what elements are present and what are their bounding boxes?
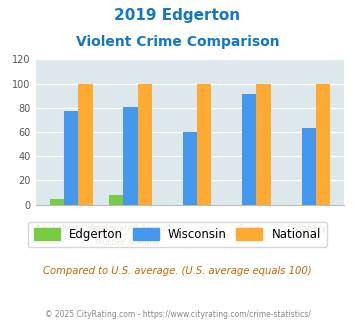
Bar	[138, 83, 152, 205]
Text: Aggravated Assault: Aggravated Assault	[89, 224, 172, 233]
Text: Robbery: Robbery	[291, 224, 326, 233]
Text: Compared to U.S. average. (U.S. average equals 100): Compared to U.S. average. (U.S. average …	[43, 266, 312, 276]
Bar	[242, 94, 256, 205]
Bar	[183, 132, 197, 205]
Bar	[197, 83, 211, 205]
Text: © 2025 CityRating.com - https://www.cityrating.com/crime-statistics/: © 2025 CityRating.com - https://www.city…	[45, 310, 310, 319]
Bar	[109, 195, 124, 205]
Text: 2019 Edgerton: 2019 Edgerton	[114, 8, 241, 23]
Text: Rape: Rape	[239, 224, 260, 233]
Bar	[124, 107, 138, 205]
Text: Murder & Mans...: Murder & Mans...	[94, 238, 166, 247]
Bar	[78, 83, 93, 205]
Bar	[50, 199, 64, 205]
Legend: Edgerton, Wisconsin, National: Edgerton, Wisconsin, National	[28, 222, 327, 247]
Bar	[316, 83, 330, 205]
Bar	[64, 112, 78, 205]
Text: Violent Crime Comparison: Violent Crime Comparison	[76, 35, 279, 49]
Text: All Violent Crime: All Violent Crime	[36, 224, 106, 233]
Bar	[256, 83, 271, 205]
Bar	[302, 128, 316, 205]
